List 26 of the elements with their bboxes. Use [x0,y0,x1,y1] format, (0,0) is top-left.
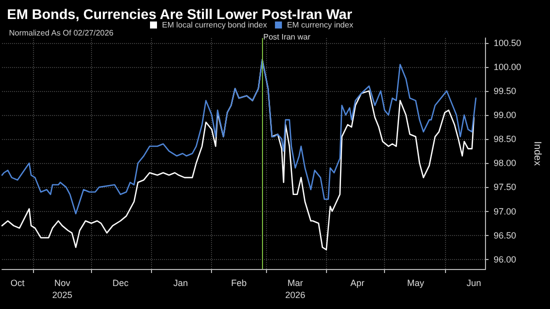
y-tick-label: 99.00 [494,110,516,120]
y-tick-label: 100.00 [494,62,522,72]
x-tick-label: Apr [350,278,364,288]
x-tick-label: Dec [112,278,129,288]
x-tick-label: May [407,278,425,288]
x-tick-label: Mar 2026 [285,278,306,300]
chart-title: EM Bonds, Currencies Are Still Lower Post-Iran War [7,6,353,22]
chart-subtitle: Normalized As Of 02/27/2026 [9,28,114,38]
legend-label: EM currency index [286,20,354,30]
y-tick-label: 97.00 [494,206,516,216]
x-tick-label: Jun [466,278,482,288]
y-tick-label: 96.50 [494,230,516,240]
ref-line-label: Post Iran war [263,32,311,42]
y-tick-label: 100.50 [494,38,522,48]
y-axis-title: Index [532,141,542,166]
y-tick-label: 98.50 [494,134,516,144]
legend-label: EM local currency bond index [162,20,267,30]
x-tick-label: Nov 2025 [52,278,72,300]
y-tick-label: 96.00 [494,254,516,264]
line-series [1,59,477,214]
y-tick-label: 99.50 [494,86,516,96]
y-tick-label: 98.00 [494,158,516,168]
y-tick-label: 97.50 [494,182,516,192]
x-tick-label: Feb [231,278,247,288]
x-tick-label: Jan [173,278,188,288]
x-tick-label: Oct [10,278,26,288]
